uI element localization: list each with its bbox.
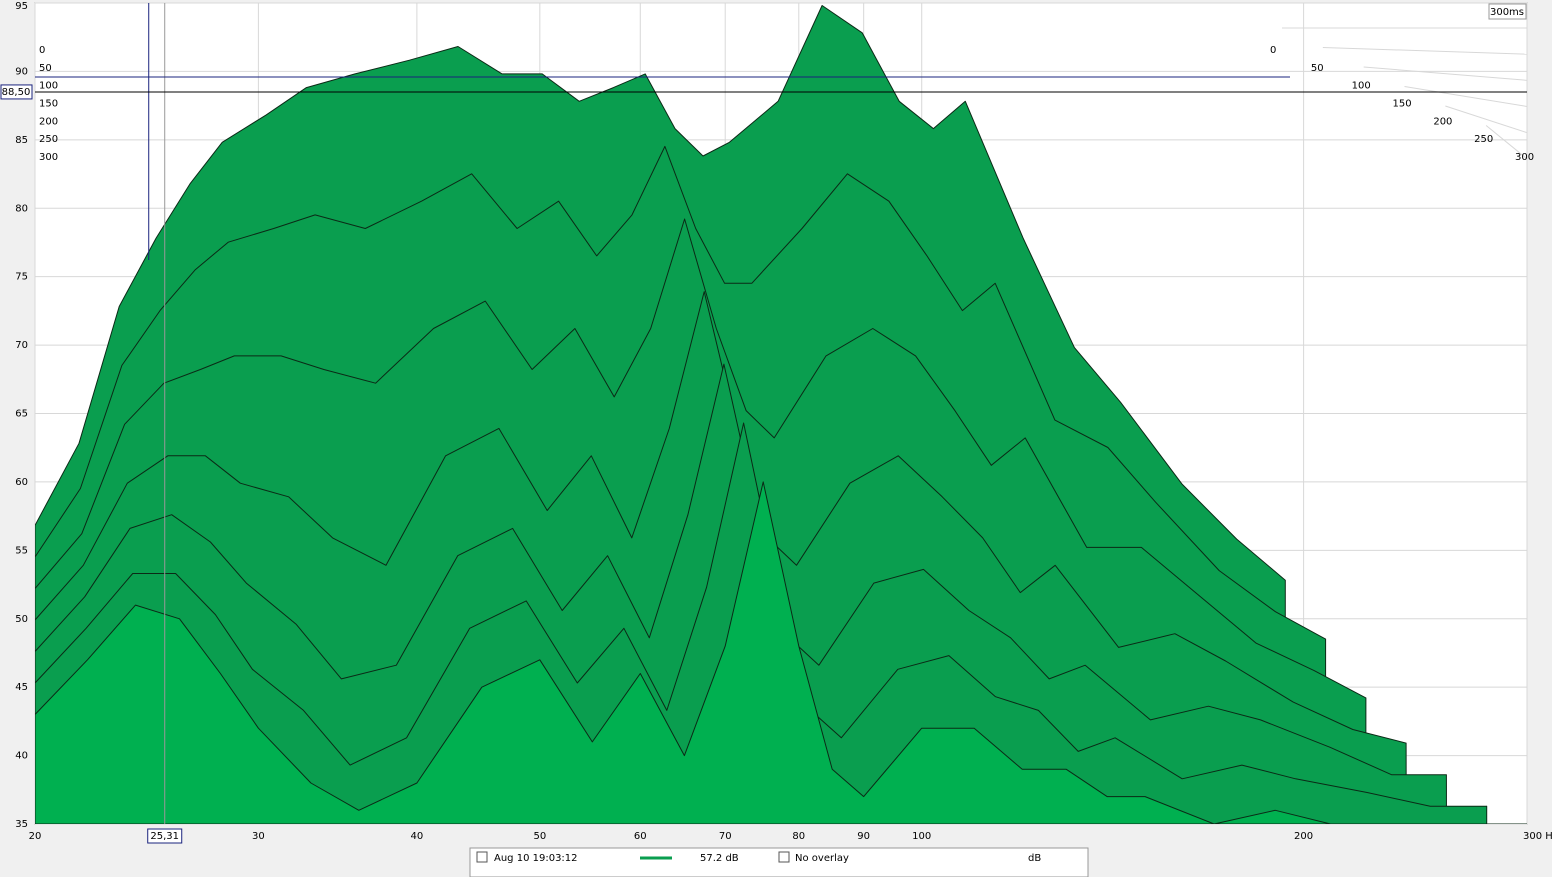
depth-grid-line [1322,47,1528,55]
legend-checkbox [778,851,790,863]
z-tick-label: 100 [1352,81,1371,92]
z-tick-label: 50 [39,63,52,74]
cursor-y-label: 88,50 [2,87,31,98]
z-tick-label: 150 [1393,99,1412,110]
legend-checkbox [476,851,488,863]
legend-text: Aug 10 19:03:12 [494,853,578,864]
y-tick-label: 90 [15,66,28,77]
z-tick-label: 200 [39,116,58,127]
x-tick-label: 60 [634,831,647,842]
z-range-label: 300ms [1490,7,1524,18]
slices [35,5,1527,824]
z-tick-label: 100 [39,81,58,92]
x-tick-label: 40 [411,831,424,842]
x-tick-label: 30 [252,831,265,842]
y-tick-label: 50 [15,614,28,625]
x-tick-label: 80 [792,831,805,842]
cursor-box [0,84,33,100]
z-tick-label: 250 [39,134,58,145]
y-tick-label: 85 [15,135,28,146]
z-tick-label: 0 [1270,45,1276,56]
legend-text: 57.2 dB [700,853,739,864]
y-tick-label: 95 [15,1,28,12]
cursor-x-label: 25,31 [150,831,179,842]
z-tick-label: 150 [39,99,58,110]
y-tick-label: 55 [15,545,28,556]
x-tick-label: 300 Hz [1523,831,1552,842]
y-tick-label: 60 [15,477,28,488]
y-tick-label: 40 [15,751,28,762]
z-tick-label: 0 [39,45,45,56]
x-tick-label: 100 [912,831,931,842]
legend-text: No overlay [795,853,849,864]
z-tick-label: 200 [1433,116,1452,127]
y-tick-label: 35 [15,819,28,830]
z-range-box [1488,3,1527,20]
depth-grid-line [1404,86,1528,107]
y-tick-label: 70 [15,340,28,351]
x-tick-label: 90 [857,831,870,842]
x-tick-label: 70 [719,831,732,842]
slice [35,481,1527,824]
depth-grid-line [1363,66,1528,81]
x-tick-label: 50 [533,831,546,842]
x-tick-label: 200 [1294,831,1313,842]
y-tick-label: 75 [15,272,28,283]
legend-text: dB [1028,853,1041,864]
z-tick-label: 300 [1515,152,1534,163]
x-tick-label: 20 [29,831,42,842]
z-tick-label: 300 [39,152,58,163]
y-tick-label: 80 [15,203,28,214]
y-tick-label: 45 [15,682,28,693]
y-tick-label: 65 [15,409,28,420]
cursor-box [147,828,183,844]
z-tick-label: 250 [1474,134,1493,145]
overlay [35,3,1527,824]
z-tick-label: 50 [1311,63,1324,74]
depth-grid-line [1445,105,1528,134]
depth-grid-line [1485,125,1528,160]
